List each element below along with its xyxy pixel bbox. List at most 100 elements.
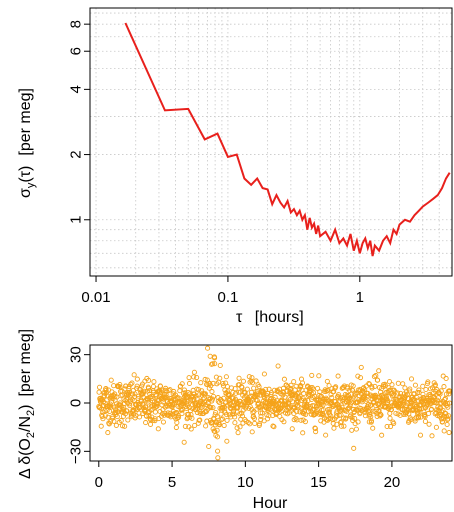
scatter-point bbox=[181, 439, 187, 445]
x-tick-label: 15 bbox=[310, 474, 327, 491]
scatter-point bbox=[143, 420, 149, 426]
scatter-point bbox=[317, 389, 323, 395]
scatter-point bbox=[166, 388, 172, 394]
scatter-point bbox=[105, 430, 111, 436]
scatter-point bbox=[129, 380, 135, 386]
scatter-point bbox=[444, 421, 450, 428]
scatter-point bbox=[145, 399, 151, 405]
scatter-point bbox=[150, 383, 156, 390]
scatter-point bbox=[437, 391, 443, 397]
scatter-point bbox=[182, 423, 188, 429]
scatter-point bbox=[210, 393, 216, 399]
x-tick-label: 20 bbox=[384, 474, 401, 491]
scatter-point bbox=[428, 406, 435, 412]
scatter-point bbox=[355, 400, 361, 406]
scatter-point bbox=[157, 383, 164, 389]
scatter-point bbox=[395, 380, 401, 386]
scatter-point bbox=[96, 389, 102, 395]
scatter-point bbox=[376, 368, 382, 374]
scatter-point bbox=[232, 420, 238, 426]
scatter-point bbox=[328, 413, 334, 419]
scatter-point bbox=[347, 388, 353, 394]
scatter-point bbox=[196, 387, 202, 393]
scatter-point bbox=[239, 410, 245, 416]
scatter-point bbox=[237, 424, 243, 430]
scatter-point bbox=[155, 426, 161, 432]
y-tick-label: 0 bbox=[68, 399, 85, 407]
scatter-point bbox=[175, 415, 181, 421]
scatter-point bbox=[253, 378, 259, 384]
scatter-point bbox=[242, 390, 248, 396]
scatter-point bbox=[370, 425, 376, 431]
scatter-point bbox=[96, 384, 103, 390]
scatter-point bbox=[316, 373, 322, 379]
scatter-point bbox=[181, 399, 187, 405]
scatter-point bbox=[300, 430, 306, 436]
scatter-point bbox=[252, 420, 258, 427]
scatter-point bbox=[377, 413, 383, 419]
scatter-point bbox=[289, 426, 295, 432]
scatter-point bbox=[372, 383, 378, 389]
scatter-point bbox=[302, 419, 308, 425]
scatter-point bbox=[384, 397, 390, 403]
scatter-point bbox=[434, 397, 440, 403]
scatter-point bbox=[188, 426, 194, 432]
y-tick-label: 4 bbox=[68, 85, 85, 93]
scatter-point bbox=[245, 400, 251, 406]
scatter-point bbox=[186, 375, 192, 381]
scatter-point bbox=[190, 406, 196, 412]
scatter-point bbox=[325, 388, 331, 394]
scatter-point bbox=[326, 409, 332, 415]
scatter-point bbox=[426, 421, 432, 427]
scatter-point bbox=[215, 448, 221, 454]
scatter-point bbox=[446, 429, 452, 436]
scatter-point bbox=[429, 433, 435, 439]
scatter-point bbox=[191, 374, 197, 380]
scatter-point bbox=[206, 396, 212, 403]
scatter-point bbox=[391, 420, 397, 426]
scatter-point bbox=[367, 408, 373, 414]
scatter-point bbox=[200, 396, 206, 402]
scatter-point bbox=[249, 429, 255, 435]
x-tick-label: 5 bbox=[168, 474, 176, 491]
x-tick-label: 0.1 bbox=[217, 289, 238, 306]
scatter-point bbox=[373, 373, 379, 379]
scatter-point bbox=[379, 432, 385, 438]
scatter-point bbox=[215, 455, 221, 461]
scatter-point bbox=[408, 376, 415, 382]
scatter-point bbox=[445, 404, 451, 410]
scatter-point bbox=[335, 373, 341, 379]
scatter-point bbox=[114, 414, 120, 420]
scatter-point bbox=[251, 385, 257, 391]
top-y-axis-unit: [per meg] bbox=[17, 88, 34, 156]
scatter-point bbox=[122, 423, 128, 429]
scatter-point bbox=[365, 393, 371, 399]
scatter-point bbox=[312, 426, 318, 432]
scatter-point bbox=[173, 424, 179, 431]
scatter-point bbox=[446, 391, 452, 397]
scatter-point bbox=[441, 384, 447, 390]
scatter-point bbox=[240, 378, 246, 384]
scatter-point bbox=[207, 353, 213, 359]
scatter-point bbox=[184, 405, 190, 412]
scatter-point bbox=[247, 404, 253, 410]
scatter-point bbox=[186, 412, 192, 418]
scatter-point bbox=[154, 403, 160, 409]
scatter-point bbox=[221, 404, 227, 410]
scatter-point bbox=[266, 405, 272, 411]
scatter-point bbox=[416, 415, 422, 421]
x-tick-label: 0.01 bbox=[81, 289, 110, 306]
scatter-point bbox=[108, 377, 114, 383]
scatter-point bbox=[193, 393, 199, 399]
scatter-point bbox=[212, 361, 218, 367]
scatter-point bbox=[353, 426, 359, 432]
scatter-point bbox=[357, 375, 364, 381]
scatter-point bbox=[263, 386, 269, 393]
scatter-point bbox=[368, 418, 375, 424]
scatter-point bbox=[245, 419, 251, 426]
scatter-point bbox=[431, 394, 437, 400]
scatter-point bbox=[315, 385, 321, 391]
scatter-point bbox=[433, 424, 439, 430]
scatter-point bbox=[236, 375, 242, 381]
scatter-point bbox=[131, 372, 137, 378]
